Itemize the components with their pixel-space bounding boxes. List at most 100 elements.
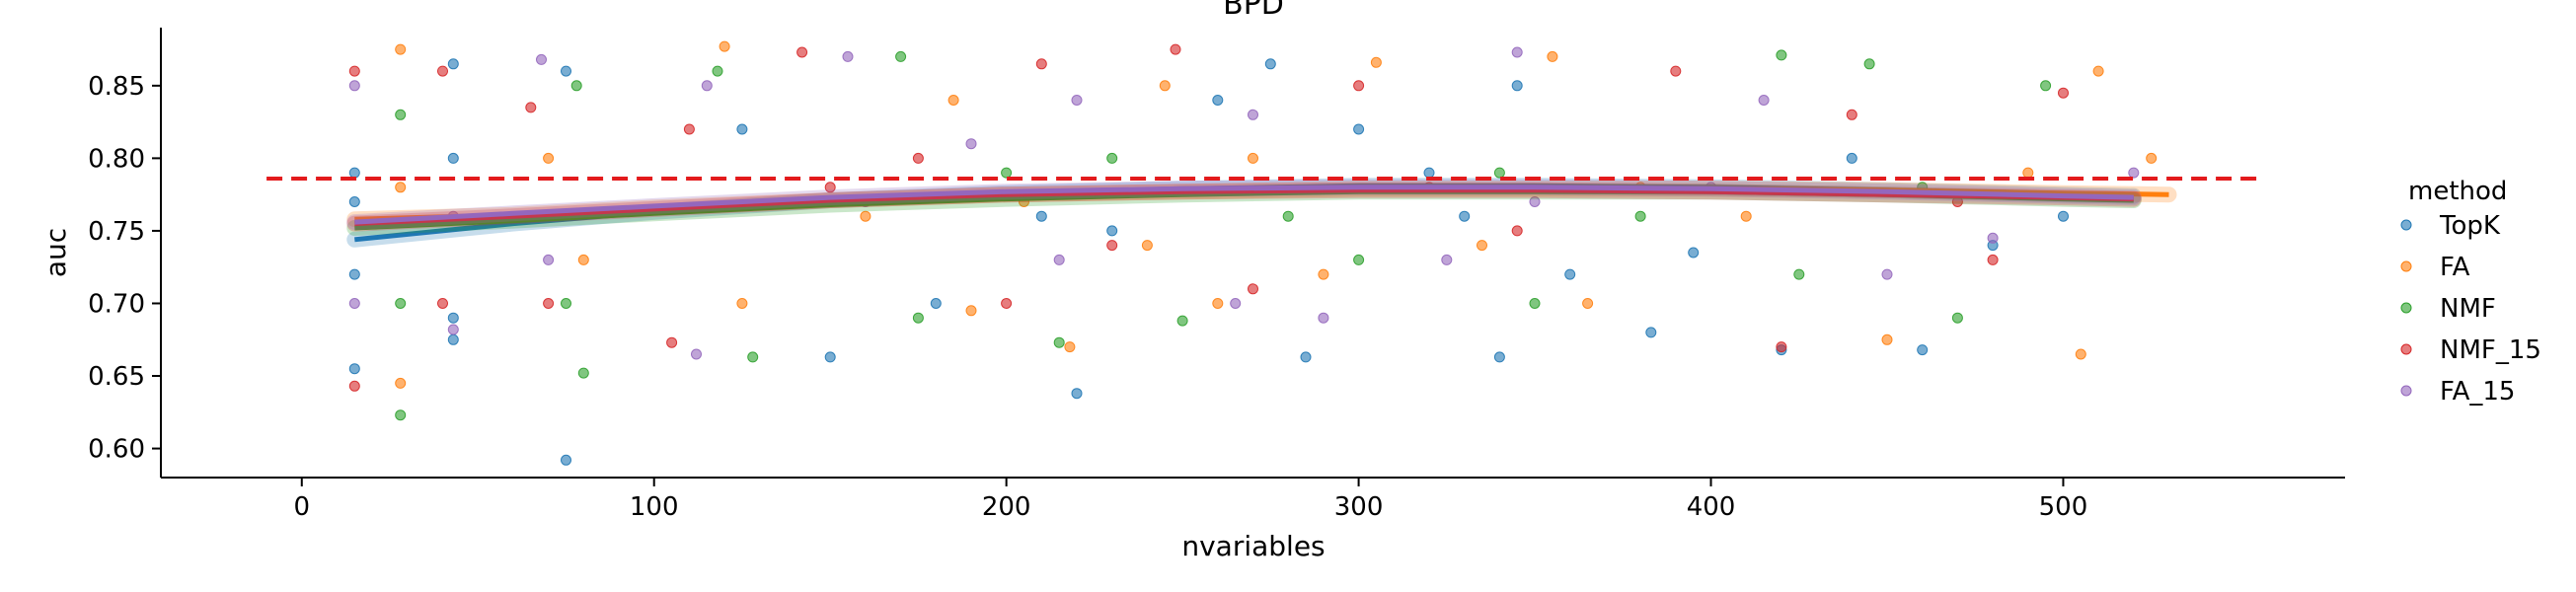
data-point — [2128, 167, 2140, 179]
data-point — [930, 298, 942, 309]
data-point — [1230, 298, 1242, 309]
data-point — [577, 254, 589, 265]
legend-marker — [2400, 260, 2412, 272]
data-point — [1353, 123, 1365, 135]
legend-item: TopK — [2400, 211, 2501, 241]
data-point — [1477, 240, 1487, 252]
data-point — [2040, 80, 2052, 92]
data-point — [1071, 388, 1083, 400]
data-point — [1987, 232, 1999, 244]
data-point — [1106, 240, 1118, 252]
legend-marker — [2400, 343, 2412, 355]
data-point — [2146, 152, 2158, 164]
data-point — [1053, 336, 1065, 348]
data-point — [543, 254, 555, 265]
y-tick-label: 0.85 — [88, 72, 145, 102]
data-point — [1318, 312, 1329, 324]
data-point — [1248, 283, 1258, 295]
series-topk — [348, 58, 2069, 466]
x-tick-label: 500 — [2039, 492, 2088, 522]
data-point — [395, 377, 407, 389]
data-point — [1634, 210, 1646, 222]
data-point — [912, 152, 924, 164]
data-point — [1511, 46, 1523, 58]
y-axis-label: auc — [39, 228, 72, 277]
data-point — [1282, 210, 1294, 222]
data-point — [1917, 344, 1929, 356]
data-point — [348, 80, 360, 92]
data-point — [1776, 341, 1787, 353]
data-point — [1353, 254, 1365, 265]
data-point — [912, 312, 924, 324]
data-point — [1370, 56, 1382, 68]
legend-marker — [2400, 385, 2412, 397]
axis-ticks: 0 100 200 300 400 500 0.60 0.65 0.70 0.75 0.80 0.85 — [88, 72, 2087, 522]
data-point — [736, 298, 748, 309]
data-point — [395, 109, 407, 120]
legend-label: TopK — [2439, 211, 2501, 241]
data-point — [1300, 351, 1312, 363]
data-point — [1159, 80, 1171, 92]
x-tick-label: 400 — [1687, 492, 1736, 522]
data-point — [395, 182, 407, 193]
legend-item: NMF — [2400, 294, 2496, 324]
data-point — [1176, 315, 1188, 327]
data-point — [1645, 327, 1657, 338]
data-point — [1670, 65, 1682, 77]
data-point — [1035, 210, 1047, 222]
data-point — [1212, 95, 1224, 106]
data-point — [561, 65, 571, 77]
data-point — [895, 50, 907, 62]
data-point — [447, 324, 459, 335]
data-point — [683, 123, 695, 135]
data-point — [525, 102, 537, 113]
data-point — [1793, 268, 1805, 280]
legend-item: FA — [2400, 253, 2470, 282]
data-point — [2058, 210, 2069, 222]
legend-label: FA_15 — [2440, 377, 2515, 407]
data-point — [1248, 109, 1258, 120]
data-point — [447, 312, 459, 324]
data-point — [1493, 167, 1505, 179]
data-point — [1423, 167, 1435, 179]
data-point — [447, 333, 459, 345]
data-point — [2058, 87, 2069, 99]
data-point — [1951, 312, 1963, 324]
data-point — [1688, 247, 1700, 259]
x-tick-label: 300 — [1334, 492, 1384, 522]
data-point — [1441, 254, 1453, 265]
legend-label: NMF — [2440, 294, 2496, 324]
legend-label: FA — [2440, 253, 2470, 282]
data-point — [1846, 152, 1857, 164]
data-point — [796, 46, 808, 58]
data-point — [348, 298, 360, 309]
data-point — [2022, 167, 2034, 179]
data-point — [437, 65, 448, 77]
data-point — [1106, 225, 1118, 237]
data-point — [1001, 167, 1013, 179]
legend-marker — [2400, 219, 2412, 231]
x-tick-label: 200 — [982, 492, 1031, 522]
data-point — [348, 268, 360, 280]
data-point — [860, 210, 871, 222]
data-point — [1053, 254, 1065, 265]
data-point — [824, 351, 836, 363]
data-point — [666, 336, 678, 348]
data-point — [965, 305, 977, 317]
data-point — [1106, 152, 1118, 164]
x-axis-label: nvariables — [1181, 530, 1325, 562]
data-point — [395, 43, 407, 55]
series-fa-15 — [348, 46, 2140, 360]
data-point — [1170, 43, 1181, 55]
data-point — [1035, 58, 1047, 70]
data-point — [1758, 95, 1770, 106]
data-point — [447, 152, 459, 164]
data-point — [1353, 80, 1365, 92]
data-point — [395, 298, 407, 309]
data-point — [1318, 268, 1329, 280]
data-point — [543, 298, 555, 309]
legend-label: NMF_15 — [2440, 335, 2541, 365]
data-point — [1141, 240, 1153, 252]
data-point — [2092, 65, 2104, 77]
data-point — [437, 298, 448, 309]
